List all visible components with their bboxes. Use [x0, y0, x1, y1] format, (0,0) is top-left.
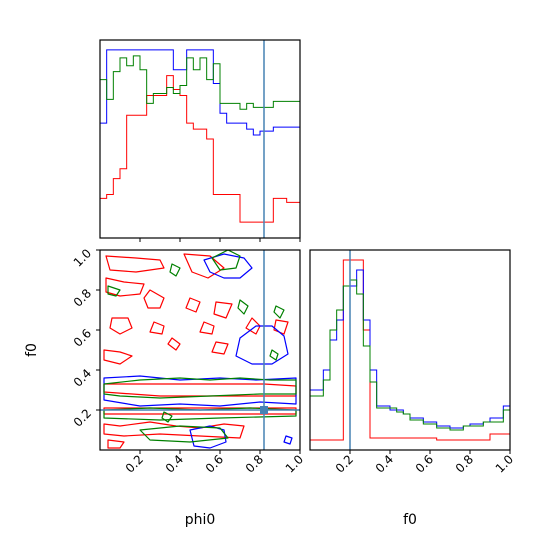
contour-line-11 [167, 337, 181, 351]
f0-hist-xtick-label: 0.8 [453, 452, 476, 475]
x-axis-label-f0: f0 [403, 512, 417, 528]
contour-ytick-label: 0.6 [71, 326, 94, 349]
contour-line-29 [273, 305, 285, 319]
contour-line-23 [103, 377, 297, 399]
contour-xtick-label: 1.0 [283, 452, 306, 475]
contour-ytick-label: 1.0 [71, 246, 94, 269]
contour-line-1 [183, 253, 225, 279]
x-axis-label-phi0: phi0 [185, 512, 216, 528]
contour-line-17 [273, 319, 289, 335]
contour-line-32 [107, 285, 121, 297]
phi0-hist-background [100, 40, 300, 238]
contour-line-26 [211, 250, 241, 271]
contour-line-9 [245, 317, 261, 335]
contour-line-30 [269, 349, 279, 361]
contour-line-6 [149, 321, 165, 335]
contour-xtick-label: 0.2 [123, 452, 146, 475]
y-axis-label-f0: f0 [24, 343, 40, 357]
contour-line-4 [185, 297, 201, 313]
contour-line-0 [105, 255, 165, 273]
contour-line-31 [161, 411, 173, 423]
contour-line-27 [169, 263, 181, 277]
phi0-f0-contour-panel: 0.2 0.4 0.6 0.8 1.0 0.2 0.4 0.6 0.8 1.0 [71, 246, 306, 475]
contour-background [100, 250, 300, 450]
contour-line-24 [103, 407, 297, 421]
contour-truth-marker [260, 406, 268, 414]
contour-line-25 [139, 425, 229, 443]
phi0-hist-frame [99, 39, 301, 239]
contour-line-18 [103, 375, 297, 407]
contour-ytick-label: 0.8 [71, 286, 94, 309]
phi0-hist-series-2 [100, 55, 300, 110]
contour-line-28 [237, 299, 249, 315]
contour-line-10 [103, 349, 133, 365]
contour-line-21 [189, 425, 227, 449]
contour-ytick-label: 0.4 [71, 366, 94, 389]
contour-line-7 [199, 321, 215, 335]
f0-hist-xtick-label: 0.6 [413, 452, 436, 475]
contour-line-2 [105, 277, 145, 297]
contour-ytick-label: 0.2 [71, 406, 94, 429]
contour-xtick-label: 0.8 [243, 452, 266, 475]
f0-hist-xtick-label: 1.0 [493, 452, 516, 475]
contour-line-16 [107, 439, 125, 449]
contour-line-22 [283, 435, 293, 445]
contour-line-8 [213, 301, 233, 319]
f0-hist-frame [309, 249, 511, 451]
contour-line-15 [103, 421, 245, 439]
contour-xtick-label: 0.6 [203, 452, 226, 475]
contour-frame [99, 249, 301, 451]
phi0-hist-series-1 [100, 49, 300, 136]
contour-line-12 [211, 341, 229, 355]
f0-hist-xtick-label: 0.4 [373, 452, 396, 475]
f0-hist-xtick-label: 0.2 [333, 452, 356, 475]
contour-line-3 [143, 289, 165, 309]
contour-line-5 [109, 317, 133, 335]
f0-marginal-histogram-panel: 0.2 0.4 0.6 0.8 1.0 [309, 249, 516, 476]
contour-xtick-label: 0.4 [163, 452, 186, 475]
contour-line-19 [203, 253, 253, 279]
contour-line-20 [235, 325, 289, 365]
f0-hist-series-2 [310, 279, 510, 431]
phi0-marginal-histogram-panel [99, 39, 301, 242]
